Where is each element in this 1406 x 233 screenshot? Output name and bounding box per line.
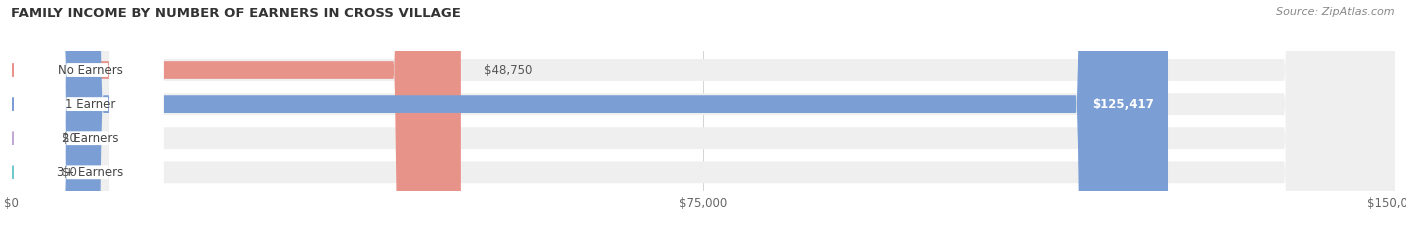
- Text: FAMILY INCOME BY NUMBER OF EARNERS IN CROSS VILLAGE: FAMILY INCOME BY NUMBER OF EARNERS IN CR…: [11, 7, 461, 20]
- FancyBboxPatch shape: [11, 0, 1395, 233]
- Text: No Earners: No Earners: [58, 64, 122, 76]
- FancyBboxPatch shape: [11, 0, 1395, 233]
- FancyBboxPatch shape: [11, 0, 163, 233]
- FancyBboxPatch shape: [11, 0, 163, 233]
- FancyBboxPatch shape: [11, 0, 1395, 233]
- Text: $0: $0: [62, 132, 77, 145]
- Text: $0: $0: [62, 166, 77, 179]
- FancyBboxPatch shape: [11, 0, 163, 233]
- FancyBboxPatch shape: [11, 0, 44, 233]
- Text: 3+ Earners: 3+ Earners: [58, 166, 124, 179]
- Text: $48,750: $48,750: [484, 64, 533, 76]
- Text: 1 Earner: 1 Earner: [65, 98, 115, 111]
- Text: Source: ZipAtlas.com: Source: ZipAtlas.com: [1277, 7, 1395, 17]
- FancyBboxPatch shape: [11, 0, 461, 233]
- FancyBboxPatch shape: [11, 0, 44, 233]
- FancyBboxPatch shape: [11, 0, 1168, 233]
- FancyBboxPatch shape: [11, 0, 1395, 233]
- Text: 2 Earners: 2 Earners: [62, 132, 118, 145]
- Text: $125,417: $125,417: [1092, 98, 1154, 111]
- FancyBboxPatch shape: [11, 0, 163, 233]
